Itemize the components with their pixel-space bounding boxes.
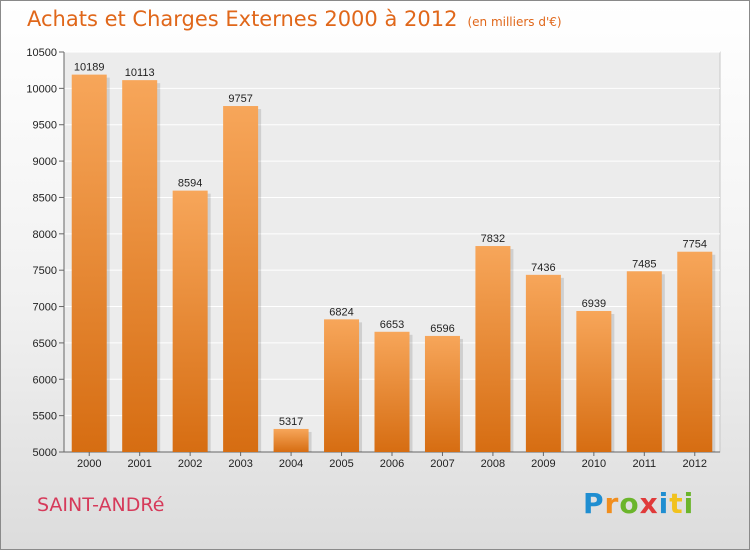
x-tick-label: 2003: [228, 458, 252, 470]
chart-title: Achats et Charges Externes 2000 à 2012 (e…: [27, 7, 562, 31]
logo-letter: r: [604, 487, 620, 520]
y-tick-label: 8000: [33, 229, 57, 241]
x-tick-label: 2010: [582, 458, 606, 470]
bar-2012: [677, 251, 713, 452]
bar-2000: [71, 74, 107, 453]
data-label: 10113: [125, 67, 155, 79]
y-tick-label: 6500: [33, 338, 57, 350]
bar-2007: [424, 335, 460, 452]
x-tick-label: 2012: [683, 458, 707, 470]
data-label: 8594: [178, 178, 202, 190]
logo-letter: i: [658, 487, 670, 520]
y-tick-label: 9000: [33, 156, 57, 168]
bar-2010: [576, 310, 612, 452]
x-tick-label: 2000: [77, 458, 101, 470]
chart-title-text: Achats et Charges Externes 2000 à 2012: [27, 7, 458, 31]
data-label: 9757: [228, 93, 252, 105]
x-tick-label: 2005: [329, 458, 353, 470]
bar-2006: [374, 331, 410, 452]
bar-2001: [122, 80, 158, 453]
logo-letter: x: [639, 487, 659, 520]
x-tick-label: 2008: [481, 458, 505, 470]
x-tick-label: 2006: [380, 458, 404, 470]
x-tick-label: 2009: [531, 458, 555, 470]
data-label: 6653: [380, 319, 404, 331]
data-label: 7754: [683, 239, 707, 251]
data-label: 6939: [582, 298, 606, 310]
bar-2005: [324, 319, 360, 452]
y-tick-label: 8500: [33, 192, 57, 204]
data-label: 7436: [531, 262, 555, 274]
x-tick-label: 2001: [127, 458, 151, 470]
bar-2004: [273, 428, 309, 452]
data-label: 7485: [632, 258, 656, 270]
logo-letter: i: [683, 487, 695, 520]
y-tick-label: 10500: [26, 47, 57, 59]
data-label: 7832: [481, 233, 505, 245]
y-tick-label: 7500: [33, 265, 57, 277]
chart-subtitle: (en milliers d'€): [467, 15, 562, 29]
y-tick-label: 7000: [33, 302, 57, 314]
data-label: 6824: [329, 306, 353, 318]
commune-name: SAINT-ANDRé: [37, 494, 165, 516]
logo-letter: o: [619, 487, 640, 520]
bar-2009: [525, 274, 561, 452]
x-tick-label: 2011: [632, 458, 656, 470]
y-tick-label: 6000: [33, 374, 57, 386]
bar-2002: [172, 190, 208, 453]
y-tick-label: 9500: [33, 120, 57, 132]
bar-2011: [626, 271, 662, 452]
bar-2003: [223, 106, 259, 452]
y-tick-label: 5000: [33, 447, 57, 459]
y-tick-label: 10000: [26, 83, 57, 95]
logo-letter: P: [583, 487, 605, 520]
y-tick-label: 5500: [33, 411, 57, 423]
x-tick-label: 2002: [178, 458, 202, 470]
data-label: 6596: [430, 323, 454, 335]
logo-letter: t: [669, 487, 684, 520]
x-tick-label: 2004: [279, 458, 303, 470]
x-tick-label: 2007: [430, 458, 454, 470]
proxiti-logo: Proxiti: [583, 487, 694, 520]
bar-2008: [475, 246, 511, 452]
data-label: 5317: [279, 416, 303, 428]
data-label: 10189: [74, 62, 105, 74]
